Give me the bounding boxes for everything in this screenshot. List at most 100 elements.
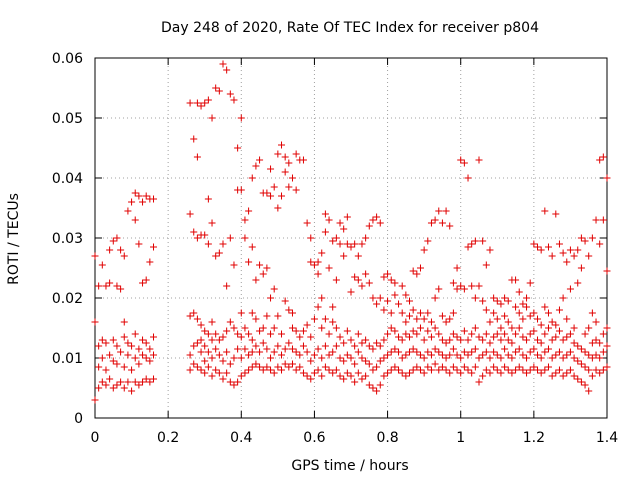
data-point <box>113 342 121 350</box>
data-point <box>278 192 286 200</box>
data-point <box>270 348 278 356</box>
data-point <box>519 300 527 308</box>
data-point <box>336 240 344 248</box>
data-point <box>515 309 523 317</box>
data-point <box>490 309 498 317</box>
data-point <box>563 369 571 377</box>
data-point <box>526 348 534 356</box>
data-point <box>150 375 158 383</box>
data-point <box>193 339 201 347</box>
data-point <box>416 264 424 272</box>
data-point <box>215 87 223 95</box>
data-point <box>581 381 589 389</box>
data-point <box>464 366 472 374</box>
data-point <box>201 231 209 239</box>
data-point <box>365 360 373 368</box>
data-point <box>325 216 333 224</box>
data-point <box>325 330 333 338</box>
data-point <box>438 312 446 320</box>
data-point <box>493 351 501 359</box>
data-point <box>424 327 432 335</box>
data-point <box>131 354 139 362</box>
data-point <box>398 336 406 344</box>
data-point <box>303 219 311 227</box>
data-point <box>427 333 435 341</box>
data-point <box>365 342 373 350</box>
data-point <box>413 330 421 338</box>
data-point <box>321 342 329 350</box>
data-point <box>318 249 326 257</box>
data-point <box>596 156 604 164</box>
data-point <box>453 351 461 359</box>
data-point <box>321 315 329 323</box>
data-point <box>274 150 282 158</box>
data-point <box>204 240 212 248</box>
data-point <box>588 372 596 380</box>
data-point <box>581 330 589 338</box>
data-point <box>369 366 377 374</box>
data-point <box>515 345 523 353</box>
data-point <box>296 363 304 371</box>
data-point <box>599 153 607 161</box>
x-tick-label: 0.2 <box>157 430 179 446</box>
data-point <box>585 252 593 260</box>
data-point <box>457 369 465 377</box>
data-point <box>402 372 410 380</box>
data-point <box>186 210 194 218</box>
data-point <box>559 354 567 362</box>
data-point <box>131 216 139 224</box>
data-point <box>146 378 154 386</box>
data-point <box>395 300 403 308</box>
data-point <box>314 366 322 374</box>
data-point <box>537 339 545 347</box>
data-point <box>329 303 337 311</box>
data-point <box>204 363 212 371</box>
data-point <box>563 258 571 266</box>
data-point <box>150 333 158 341</box>
data-point <box>281 168 289 176</box>
data-point <box>201 99 209 107</box>
data-point <box>120 252 128 260</box>
data-point <box>146 345 154 353</box>
data-point <box>318 324 326 332</box>
data-point <box>446 222 454 230</box>
data-point <box>596 339 604 347</box>
data-point <box>530 240 538 248</box>
data-point <box>343 351 351 359</box>
data-point <box>226 318 234 326</box>
data-point <box>285 339 293 347</box>
data-point <box>508 324 516 332</box>
data-point <box>362 357 370 365</box>
data-point <box>442 318 450 326</box>
data-point <box>592 336 600 344</box>
data-point <box>438 219 446 227</box>
x-tick-label: 0.8 <box>376 430 398 446</box>
data-point <box>193 363 201 371</box>
data-point <box>427 366 435 374</box>
data-point <box>325 366 333 374</box>
data-point <box>438 351 446 359</box>
data-point <box>530 363 538 371</box>
data-point <box>365 279 373 287</box>
data-point <box>288 324 296 332</box>
data-point <box>599 366 607 374</box>
data-point <box>219 375 227 383</box>
data-point <box>150 351 158 359</box>
data-point <box>362 270 370 278</box>
data-point <box>340 252 348 260</box>
data-point <box>234 330 242 338</box>
data-point <box>358 354 366 362</box>
data-point <box>267 354 275 362</box>
data-point <box>351 360 359 368</box>
data-point <box>201 342 209 350</box>
data-point <box>537 321 545 329</box>
data-point <box>285 183 293 191</box>
data-point <box>252 342 260 350</box>
data-point <box>318 372 326 380</box>
data-point <box>226 90 234 98</box>
data-point <box>248 174 256 182</box>
data-point <box>563 333 571 341</box>
data-point <box>391 291 399 299</box>
x-axis-label: GPS time / hours <box>291 458 408 474</box>
data-point <box>256 327 264 335</box>
